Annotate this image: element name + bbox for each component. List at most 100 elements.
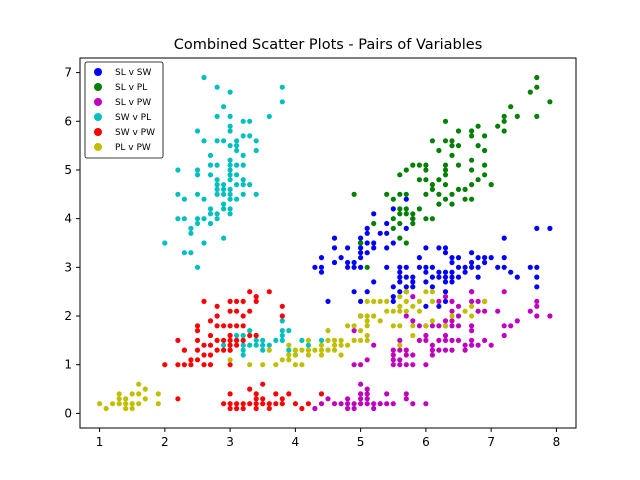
data-point [227, 186, 233, 192]
data-point [234, 162, 240, 168]
data-point [416, 308, 422, 314]
data-point [436, 298, 442, 304]
data-point [201, 216, 207, 222]
data-point [501, 264, 507, 270]
data-point [449, 143, 455, 149]
data-point [469, 128, 475, 134]
data-point [221, 235, 227, 241]
data-point [534, 74, 540, 81]
data-point [364, 337, 370, 343]
data-point [207, 172, 214, 178]
x-tick-label: 4 [292, 435, 300, 449]
data-point [390, 298, 396, 304]
data-point [403, 274, 409, 280]
data-point [227, 401, 233, 407]
data-point [436, 177, 442, 183]
data-point [227, 211, 233, 217]
data-point [194, 167, 201, 173]
data-point [358, 255, 364, 261]
data-point [403, 167, 409, 173]
data-point [234, 405, 240, 412]
data-point [423, 216, 429, 222]
data-point [429, 298, 435, 304]
data-point [318, 401, 325, 407]
legend-marker [94, 143, 102, 151]
data-point [214, 347, 220, 353]
data-point [410, 323, 416, 329]
data-point [416, 323, 422, 329]
data-point [318, 352, 325, 358]
legend-marker [94, 113, 102, 121]
data-point [442, 332, 449, 339]
data-point [136, 391, 142, 397]
data-point [482, 172, 488, 178]
data-point [475, 308, 481, 314]
data-point [305, 342, 311, 348]
data-point [397, 206, 403, 212]
series-0 [312, 196, 553, 319]
data-point [221, 182, 227, 188]
data-point [345, 264, 351, 270]
data-point [469, 259, 475, 266]
data-point [194, 357, 201, 363]
data-point [423, 264, 429, 270]
data-point [318, 264, 325, 270]
data-point [188, 250, 194, 256]
data-point [377, 230, 383, 236]
data-point [279, 318, 285, 324]
data-point [279, 396, 285, 402]
data-point [482, 255, 488, 261]
data-point [442, 279, 449, 285]
data-point [227, 347, 233, 353]
data-point [449, 191, 455, 197]
data-point [364, 313, 370, 319]
data-point [129, 401, 135, 407]
data-point [247, 118, 253, 124]
data-point [221, 104, 227, 110]
data-point [469, 264, 475, 270]
data-point [475, 264, 481, 270]
data-point [247, 308, 253, 314]
data-point [455, 143, 462, 149]
data-point [397, 220, 403, 227]
data-point [142, 386, 148, 392]
data-point [410, 220, 416, 227]
data-point [123, 405, 129, 412]
data-point [227, 337, 233, 343]
data-point [403, 391, 409, 397]
data-point [371, 279, 377, 285]
data-point [240, 337, 246, 343]
data-point [429, 323, 435, 329]
data-point [423, 177, 429, 183]
data-point [390, 196, 396, 202]
data-point [527, 264, 533, 270]
data-point [207, 332, 214, 339]
data-point [416, 162, 422, 168]
series-5 [97, 289, 488, 412]
data-point [234, 172, 240, 178]
data-point [410, 284, 416, 290]
data-point [436, 269, 442, 275]
data-point [318, 342, 325, 348]
data-point [358, 298, 364, 304]
data-point [194, 347, 201, 353]
data-point [455, 323, 462, 329]
legend-marker [94, 128, 102, 136]
y-tick-label: 2 [64, 309, 72, 323]
data-point [227, 172, 233, 178]
data-point [162, 362, 168, 368]
y-tick-label: 5 [64, 163, 72, 177]
data-point [482, 259, 488, 266]
data-point [475, 123, 481, 129]
data-point [364, 225, 370, 231]
data-point [429, 347, 435, 353]
data-point [469, 196, 475, 202]
data-point [227, 191, 233, 197]
data-point [384, 191, 390, 197]
data-point [318, 347, 325, 353]
data-point [410, 401, 416, 407]
data-point [397, 347, 403, 353]
data-point [318, 337, 325, 343]
data-point [442, 347, 449, 353]
data-point [534, 298, 540, 304]
